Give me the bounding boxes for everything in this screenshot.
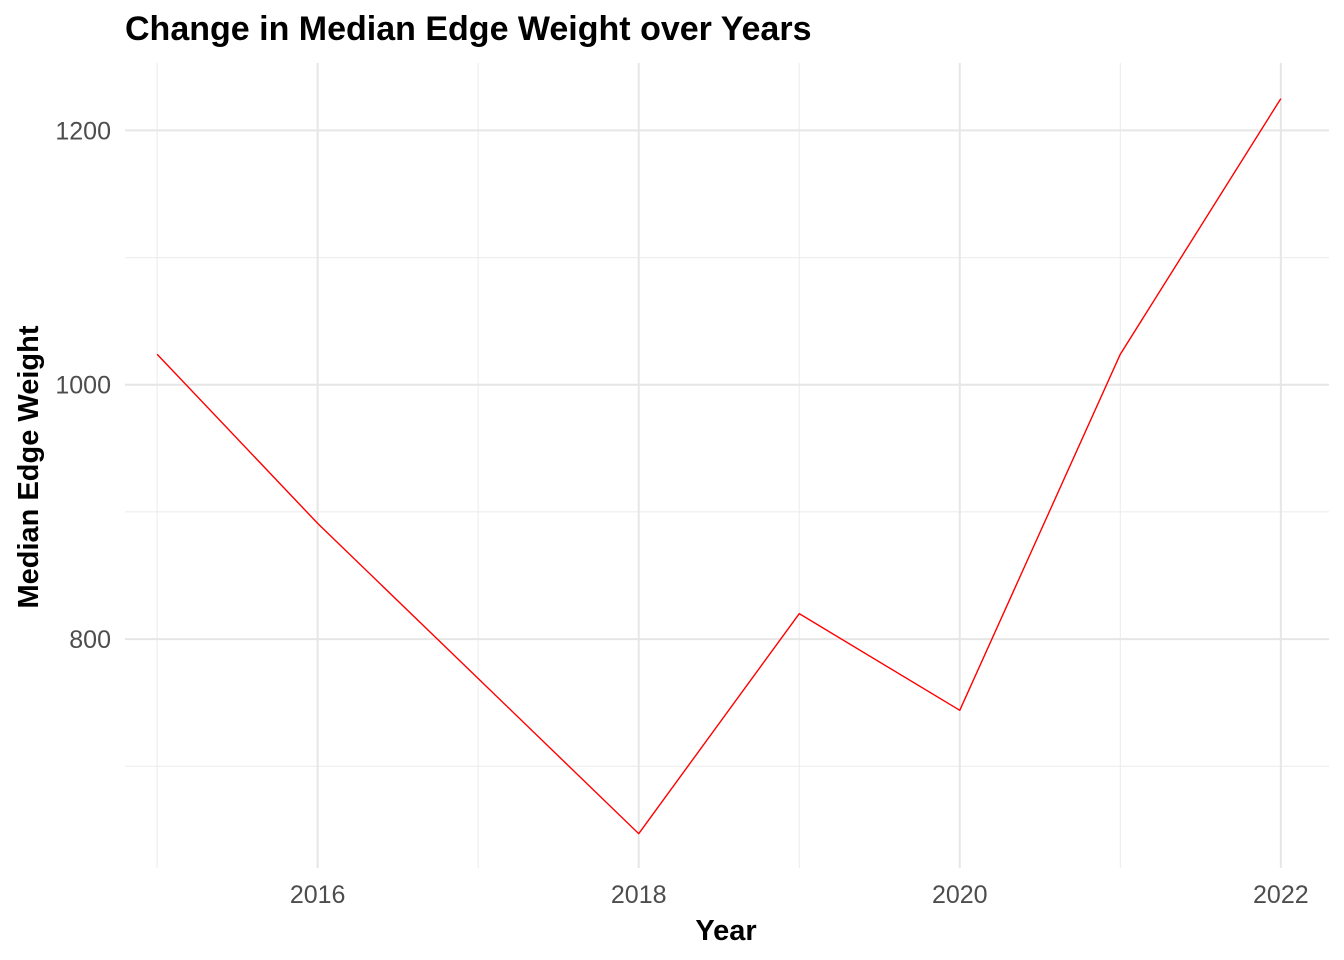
x-tick-label: 2016 <box>290 881 346 909</box>
y-axis-title: Median Edge Weight <box>13 325 45 608</box>
y-tick-label: 1200 <box>55 117 111 145</box>
series-layer <box>156 98 1282 835</box>
y-tick-label: 1000 <box>55 372 111 400</box>
y-axis-ticks: 800 1000 1200 <box>55 117 111 654</box>
series-line <box>156 98 1282 835</box>
y-tick-label: 800 <box>69 626 111 654</box>
x-axis-title: Year <box>695 915 756 947</box>
chart-title: Change in Median Edge Weight over Years <box>125 10 812 48</box>
x-tick-label: 2022 <box>1253 881 1309 909</box>
minor-gridlines <box>125 63 1329 868</box>
major-gridlines <box>125 63 1329 868</box>
x-tick-label: 2020 <box>932 881 988 909</box>
x-tick-label: 2018 <box>611 881 667 909</box>
x-axis-ticks: 2016 2018 2020 2022 <box>290 881 1309 909</box>
